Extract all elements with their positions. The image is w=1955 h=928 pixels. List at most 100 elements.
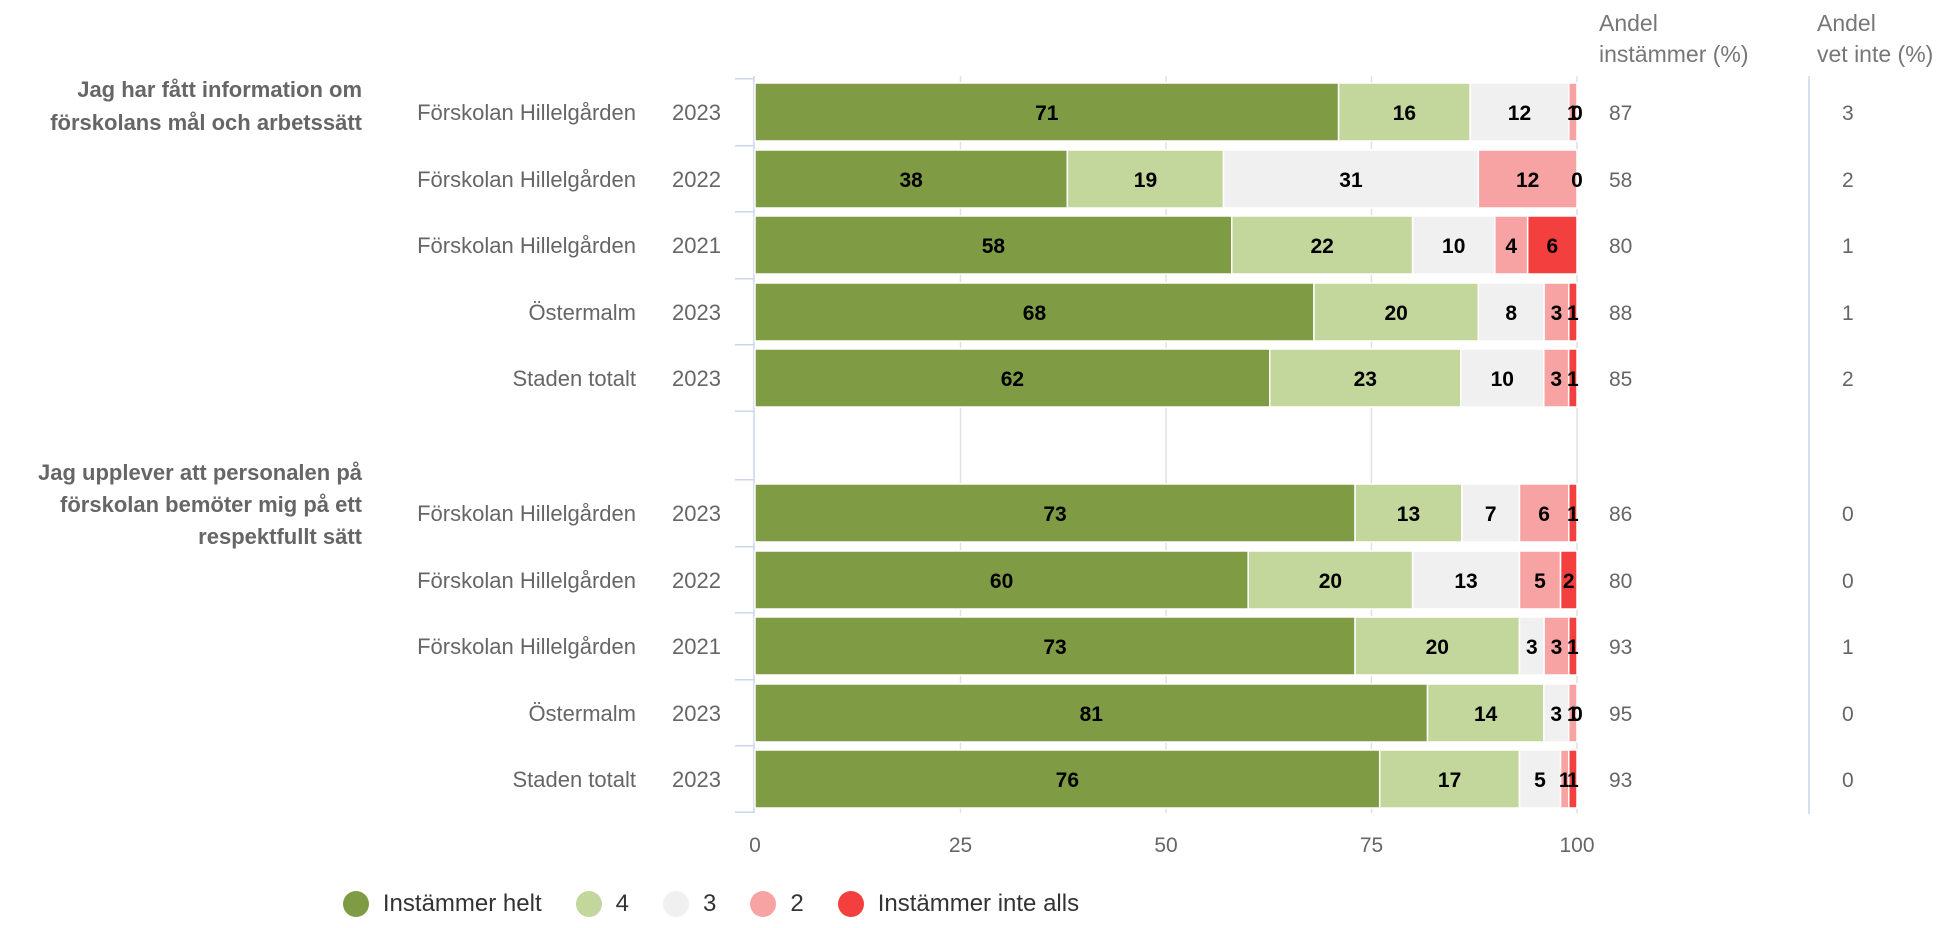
andel-instammer-g2-r2: 80 — [1609, 570, 1632, 593]
row-year-g1-r1: 2023 — [672, 100, 721, 125]
andel-instammer-g1-r5: 85 — [1609, 368, 1632, 391]
bar-segment-g2-r3-s5 — [1568, 616, 1578, 676]
data-label-g1-r5-s3: 10 — [1491, 368, 1514, 391]
data-label-g1-r3-s4: 4 — [1505, 235, 1517, 258]
data-label-g2-r1-s2: 13 — [1397, 503, 1420, 526]
data-label-g1-r5-s1: 62 — [1001, 368, 1024, 391]
bar-segment-g2-r2-s5 — [1559, 550, 1578, 610]
header-andel-vet-inte-line1: Andel — [1817, 10, 1876, 36]
legend-swatch-3 — [662, 891, 689, 917]
data-label-g1-r3-s1: 58 — [982, 235, 1006, 258]
bar-segment-g1-r5-s2 — [1269, 348, 1462, 408]
andel-vet-inte-g1-r1: 3 — [1842, 102, 1854, 125]
andel-instammer-g2-r1: 86 — [1609, 503, 1632, 526]
data-label-g1-r5-s2: 23 — [1354, 368, 1377, 391]
data-label-g2-r5-s3: 5 — [1534, 769, 1546, 792]
bar-segment-g2-r5-s3 — [1518, 749, 1562, 809]
andel-instammer-g2-r4: 95 — [1609, 703, 1632, 726]
bar-segment-g1-r3-s3 — [1411, 215, 1496, 275]
bar-segment-g1-r2-s3 — [1222, 149, 1480, 209]
data-label-g2-r1-s5: 1 — [1567, 503, 1579, 526]
header-andel-vet-inte-line2: vet inte (%) — [1817, 41, 1934, 67]
data-label-g1-r3-s2: 22 — [1311, 235, 1334, 258]
data-label-g1-r2-s5: 0 — [1571, 169, 1583, 192]
x-tick-label-0: 0 — [749, 834, 761, 857]
data-label-g2-r4-s4: 1 — [1567, 703, 1579, 726]
bar-segment-g2-r5-s5 — [1568, 749, 1578, 809]
row-unit-g1-r2: Förskolan Hillelgården — [417, 167, 636, 192]
bar-segment-g2-r3-s4 — [1543, 616, 1570, 676]
data-label-g1-r5-s5: 1 — [1567, 368, 1579, 391]
data-label-g1-r4-s2: 20 — [1384, 302, 1407, 325]
data-label-g1-r2-s3: 31 — [1339, 169, 1363, 192]
bar-segment-g1-r1-s2 — [1337, 82, 1471, 142]
andel-instammer-g2-r5: 93 — [1609, 769, 1632, 792]
data-label-g2-r2-s5: 2 — [1563, 570, 1575, 593]
row-year-g1-r5: 2023 — [672, 366, 721, 391]
data-label-g2-r2-s2: 20 — [1319, 570, 1342, 593]
legend-item-instammer-inte-alls[interactable]: Instämmer inte alls — [837, 890, 1079, 918]
bar-segment-g2-r4-s1 — [754, 683, 1429, 743]
row-unit-g1-r5: Staden totalt — [512, 366, 636, 391]
andel-instammer-g2-r3: 93 — [1609, 636, 1632, 659]
question-1-line-1: Jag har fått information om — [77, 77, 362, 102]
legend-item-3[interactable]: 3 — [662, 890, 716, 918]
andel-instammer-g1-r2: 58 — [1609, 169, 1632, 192]
question-2-line-3: respektfullt sätt — [198, 524, 362, 549]
data-label-g1-r1-s5: 0 — [1571, 102, 1583, 125]
bar-segment-g1-r4-s5 — [1568, 282, 1578, 342]
bar-segment-g2-r1-s1 — [754, 483, 1356, 543]
data-label-g2-r4-s5: 0 — [1571, 703, 1583, 726]
data-label-g2-r2-s3: 13 — [1454, 570, 1477, 593]
bar-segment-g1-r2-s4 — [1477, 149, 1578, 209]
bar-segment-g1-r1-s1 — [754, 82, 1340, 142]
chart-legend: Instämmer helt 4 3 2 Instämmer inte alls — [0, 890, 1422, 918]
andel-vet-inte-g1-r2: 2 — [1842, 169, 1854, 192]
data-label-g1-r2-s2: 19 — [1134, 169, 1157, 192]
question-2-line-1: Jag upplever att personalen på — [38, 460, 363, 485]
data-label-g1-r5-s4: 3 — [1550, 368, 1562, 391]
x-tick-label-25: 25 — [949, 834, 972, 857]
data-label-g2-r4-s3: 3 — [1550, 703, 1562, 726]
row-unit-g2-r3: Förskolan Hillelgården — [417, 634, 636, 659]
data-label-g1-r4-s4: 3 — [1551, 302, 1563, 325]
row-unit-g2-r4: Östermalm — [528, 701, 636, 726]
data-label-g2-r5-s2: 17 — [1438, 769, 1461, 792]
bar-segment-g2-r3-s1 — [754, 616, 1356, 676]
data-label-g1-r4-s3: 8 — [1505, 302, 1517, 325]
data-label-g2-r4-s1: 81 — [1080, 703, 1104, 726]
row-year-g1-r4: 2023 — [672, 300, 721, 325]
bar-segment-g1-r3-s5 — [1526, 215, 1578, 275]
row-year-g2-r1: 2023 — [672, 501, 721, 526]
data-label-g2-r5-s4: 1 — [1559, 769, 1571, 792]
bar-segment-g2-r4-s4 — [1567, 683, 1578, 743]
header-andel-instammer-line1: Andel — [1599, 10, 1658, 36]
header-andel-instammer-line2: instämmer (%) — [1599, 41, 1749, 67]
bar-segment-g1-r4-s3 — [1477, 282, 1545, 342]
legend-item-2[interactable]: 2 — [750, 890, 804, 918]
data-label-g1-r2-s4: 12 — [1516, 169, 1539, 192]
bar-segment-g2-r5-s1 — [754, 749, 1381, 809]
data-label-g1-r3-s3: 10 — [1442, 235, 1465, 258]
row-year-g2-r4: 2023 — [672, 701, 721, 726]
row-year-g2-r2: 2022 — [672, 568, 721, 593]
legend-label-2: 2 — [790, 890, 804, 917]
question-2-line-2: förskolan bemöter mig på ett — [60, 492, 363, 517]
andel-instammer-g1-r4: 88 — [1609, 302, 1632, 325]
header-andel-vet-inte: Andel vet inte (%) — [1817, 8, 1933, 70]
bar-segment-g2-r1-s5 — [1568, 483, 1578, 543]
bar-segment-g1-r2-s2 — [1066, 149, 1225, 209]
row-year-g2-r5: 2023 — [672, 767, 721, 792]
andel-vet-inte-g1-r4: 1 — [1842, 302, 1854, 325]
legend-label-4: 4 — [615, 890, 629, 917]
row-year-g2-r3: 2021 — [672, 634, 721, 659]
data-label-g2-r1-s3: 7 — [1485, 503, 1497, 526]
data-label-g2-r3-s4: 3 — [1551, 636, 1563, 659]
andel-vet-inte-g2-r3: 1 — [1842, 636, 1854, 659]
bar-segment-g2-r5-s2 — [1378, 749, 1521, 809]
andel-vet-inte-g2-r4: 0 — [1842, 703, 1854, 726]
legend-item-instammer-helt[interactable]: Instämmer helt — [342, 890, 542, 918]
legend-item-4[interactable]: 4 — [575, 890, 629, 918]
andel-vet-inte-g2-r2: 0 — [1842, 570, 1854, 593]
